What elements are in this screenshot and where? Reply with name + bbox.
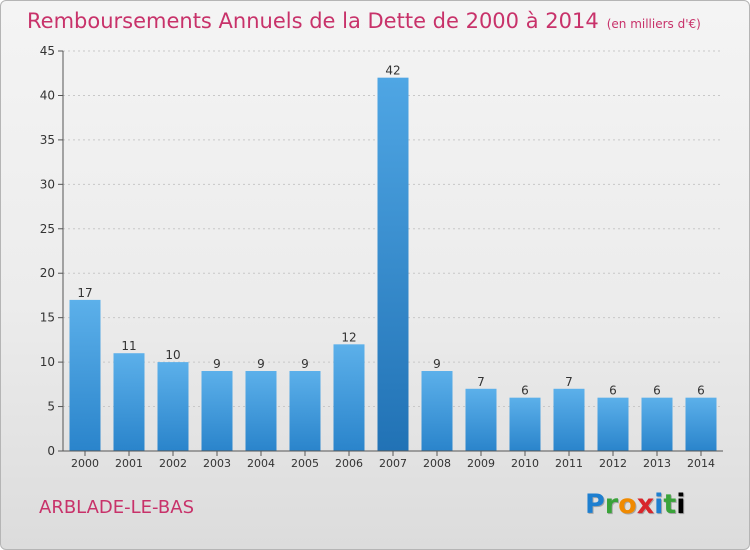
bar-value-label: 17 [77,286,92,300]
x-tick-label: 2005 [291,457,319,470]
proxiti-logo: Proxiti [585,489,686,520]
logo-letter: t [663,489,677,520]
x-tick-label: 2009 [467,457,495,470]
y-axis: 0 5 10 15 20 25 30 35 40 45 [40,44,64,458]
bar-2004 [245,371,277,451]
x-tick-label: 2004 [247,457,275,470]
bar-2003 [201,371,233,451]
bar-value-label: 6 [521,384,529,398]
x-tick-label: 2008 [423,457,451,470]
bar-2000 [69,299,101,451]
x-tick-label: 2002 [159,457,187,470]
x-tick-label: 2012 [599,457,627,470]
y-tick-label: 25 [40,222,55,236]
bar-2005 [289,371,321,451]
bar-2011 [553,388,585,451]
x-tick-label: 2014 [687,457,715,470]
bar-value-label: 9 [213,357,221,371]
x-tick-label: 2010 [511,457,539,470]
logo-letter: o [618,489,637,520]
logo-letter: r [604,489,619,520]
logo-letter: x [636,489,655,520]
bar-value-label: 9 [433,357,441,371]
logo-letter: P [585,489,605,520]
bar-2013 [641,397,673,451]
x-tick-label: 2011 [555,457,583,470]
bar-value-label: 9 [301,357,309,371]
bar-2006 [333,344,365,451]
bar-2010 [509,397,541,451]
bar-value-label: 11 [121,339,136,353]
bar-2001 [113,353,145,451]
logo-letter: i [654,489,664,520]
bar-value-label: 10 [165,348,180,362]
bar-value-label: 6 [609,384,617,398]
y-tick-label: 0 [47,444,55,458]
y-tick-label: 15 [40,311,55,325]
x-axis: 2000 2001 2002 2003 2004 2005 2006 2007 2008 2009… [63,450,723,470]
y-tick-label: 10 [40,355,55,369]
x-tick-label: 2013 [643,457,671,470]
x-tick-label: 2000 [71,457,99,470]
chart-unit: (en milliers d'€) [606,17,701,31]
logo-letter: i [676,489,686,520]
x-tick-label: 2006 [335,457,363,470]
bars: 17 11 10 9 9 9 12 42 9 7 6 7 6 6 6 [69,64,717,452]
bar-value-label: 9 [257,357,265,371]
y-tick-label: 20 [40,266,55,280]
bar-value-label: 6 [653,384,661,398]
y-tick-label: 30 [40,177,55,191]
bar-2012 [597,397,629,451]
bar-value-label: 6 [697,384,705,398]
x-tick-label: 2007 [379,457,407,470]
bar-value-label: 42 [385,64,400,78]
bar-value-label: 7 [565,375,573,389]
bar-2009 [465,388,497,451]
city-name: ARBLADE-LE-BAS [39,497,194,518]
x-tick-label: 2003 [203,457,231,470]
y-tick-label: 45 [40,44,55,58]
bar-2008 [421,371,453,451]
bar-2014 [685,397,717,451]
chart-title: Remboursements Annuels de la Dette de 20… [27,9,701,33]
y-tick-label: 5 [47,400,55,414]
bar-2007 [377,77,409,452]
y-tick-label: 40 [40,88,55,102]
x-tick-label: 2001 [115,457,143,470]
bar-value-label: 12 [341,330,356,344]
bar-value-label: 7 [477,375,485,389]
y-tick-label: 35 [40,133,55,147]
chart-title-text: Remboursements Annuels de la Dette de 20… [27,9,599,33]
bar-2002 [157,362,189,451]
